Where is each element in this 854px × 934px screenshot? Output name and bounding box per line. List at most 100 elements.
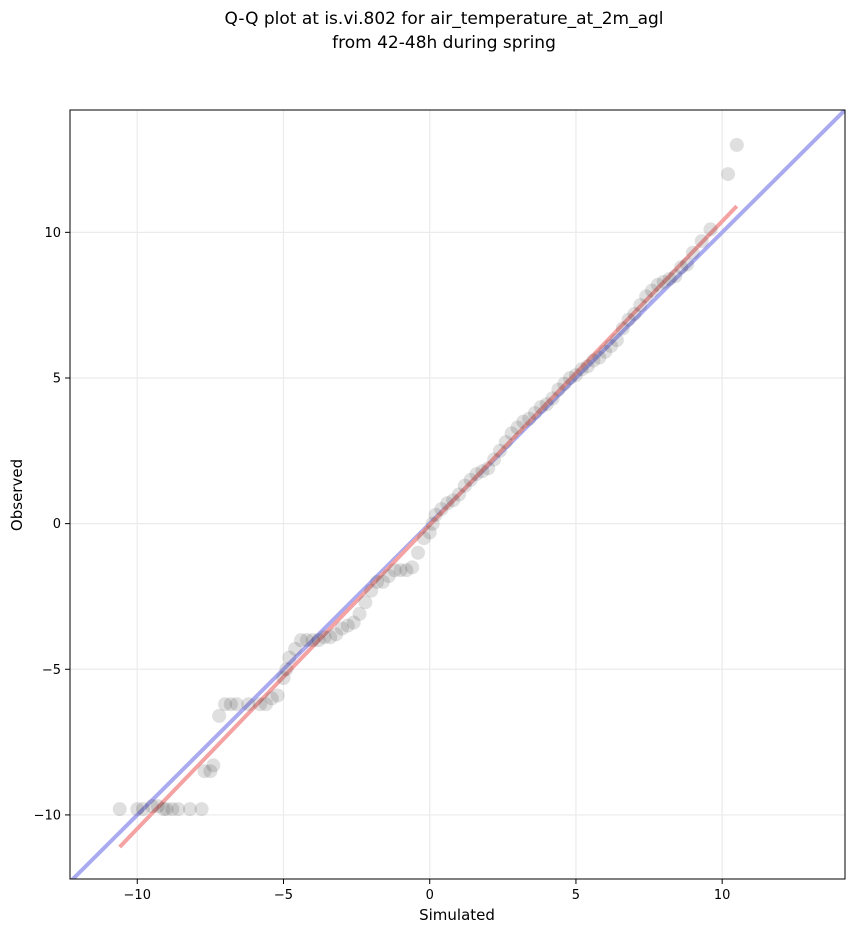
data-point — [329, 627, 344, 642]
data-point — [229, 697, 244, 712]
reference-lines — [70, 110, 845, 879]
data-point — [381, 569, 396, 584]
data-point — [144, 799, 159, 814]
data-point — [223, 697, 238, 712]
data-point — [136, 802, 151, 817]
data-point — [551, 382, 566, 397]
data-point — [370, 574, 385, 589]
data-point — [522, 411, 537, 426]
data-point — [156, 802, 171, 817]
data-point — [721, 167, 736, 182]
data-point — [563, 370, 578, 385]
data-point — [533, 400, 548, 415]
data-point — [492, 443, 507, 458]
data-point — [633, 298, 648, 313]
data-point — [487, 452, 502, 467]
data-point — [311, 633, 326, 648]
x-tick-label: 5 — [572, 888, 580, 903]
grid — [70, 110, 845, 879]
data-point — [159, 802, 174, 817]
data-point — [399, 563, 414, 578]
data-point — [425, 516, 440, 531]
data-point — [405, 560, 420, 575]
data-point — [150, 799, 165, 814]
data-point — [729, 137, 744, 152]
data-point — [218, 697, 232, 712]
data-point — [644, 283, 659, 298]
data-point — [516, 414, 531, 429]
y-tick-label: 5 — [53, 371, 61, 386]
data-point — [182, 802, 197, 817]
data-point — [451, 487, 466, 502]
data-point — [685, 245, 700, 260]
data-point — [428, 507, 443, 522]
x-tick-label: −5 — [274, 888, 293, 903]
data-point — [165, 802, 180, 817]
data-point — [393, 563, 408, 578]
data-point — [475, 464, 490, 479]
data-point — [203, 764, 218, 779]
y-tick-label: 10 — [44, 226, 61, 241]
data-point — [340, 618, 355, 633]
data-point — [463, 472, 478, 487]
data-point — [416, 531, 431, 546]
data-point — [206, 758, 221, 773]
data-point — [264, 691, 279, 706]
data-point — [656, 274, 671, 289]
fit-line — [118, 204, 739, 849]
axis-ticks: −10 −5 0 5 10 −10 −5 0 5 10 — [34, 226, 731, 903]
data-point — [703, 222, 718, 237]
y-tick-label: −5 — [42, 663, 61, 678]
data-point — [346, 615, 361, 630]
data-point — [481, 461, 496, 476]
data-point — [282, 650, 297, 665]
data-point — [674, 260, 689, 275]
data-points — [112, 137, 744, 817]
data-point — [197, 764, 212, 779]
data-point — [469, 467, 484, 482]
data-point — [510, 420, 525, 435]
x-axis-label: Simulated — [419, 906, 495, 924]
data-point — [270, 688, 285, 703]
data-point — [387, 563, 402, 578]
data-point — [557, 376, 572, 391]
data-point — [568, 368, 583, 383]
data-point — [615, 321, 630, 336]
data-point — [528, 405, 542, 420]
data-point — [112, 802, 127, 817]
data-point — [627, 306, 642, 321]
y-axis-label: Observed — [8, 459, 26, 531]
data-point — [609, 333, 624, 348]
data-point — [358, 595, 373, 610]
data-point — [650, 277, 665, 292]
data-point — [574, 362, 589, 377]
chart-title-line2: from 42-48h during spring — [332, 33, 556, 53]
data-point — [586, 353, 601, 368]
data-point — [171, 802, 186, 817]
x-tick-label: −10 — [124, 888, 151, 903]
data-point — [498, 435, 513, 450]
y-tick-label: −10 — [34, 808, 61, 823]
data-point — [294, 633, 309, 648]
data-point — [288, 641, 303, 656]
data-point — [375, 574, 390, 589]
x-tick-label: 0 — [426, 888, 434, 903]
data-point — [323, 630, 338, 645]
data-point — [299, 633, 314, 648]
data-point — [539, 397, 554, 412]
data-point — [446, 493, 461, 508]
data-point — [411, 545, 426, 560]
data-point — [258, 697, 273, 712]
data-point — [253, 697, 268, 712]
data-point — [241, 697, 256, 712]
data-point — [604, 338, 619, 353]
data-point — [545, 391, 560, 406]
data-point — [598, 344, 613, 359]
y-tick-label: 0 — [53, 517, 61, 532]
data-point — [504, 426, 519, 441]
data-point — [212, 708, 227, 723]
data-point — [639, 289, 654, 304]
data-point — [279, 662, 294, 677]
data-point — [592, 350, 607, 365]
